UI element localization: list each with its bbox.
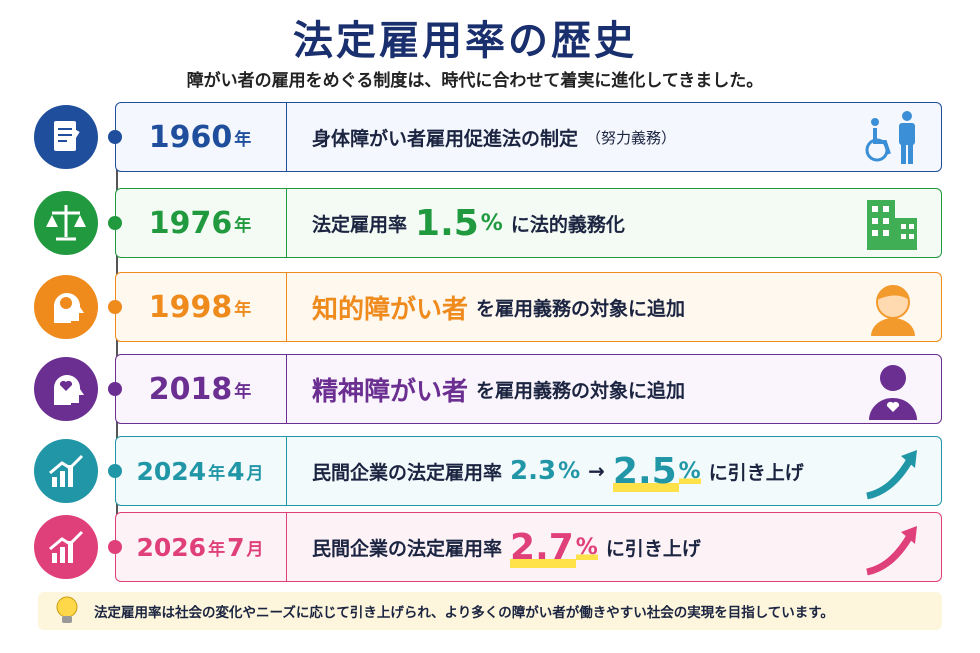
timeline-row: 1976 年 法定雇用率 1.5% に法的義務化 xyxy=(34,188,942,258)
timeline-row: 2024 年 4 月 民間企業の法定雇用率 2.3% → 2.5% に引き上げ xyxy=(34,436,942,506)
bulb-icon xyxy=(56,596,78,623)
description: 民間企業の法定雇用率 2.3% → 2.5% に引き上げ xyxy=(312,437,812,505)
row-icon xyxy=(34,191,98,255)
year: 2026 年 7 月 xyxy=(116,513,287,581)
timeline-row: 2018 年精神障がい者 を雇用義務の対象に追加 xyxy=(34,354,942,424)
year-part: 月 xyxy=(246,463,264,484)
footer-note: 法定雇用率は社会の変化やニーズに応じて引き上げられ、より多くの障がい者が働きやす… xyxy=(38,592,942,630)
timeline-dot xyxy=(108,382,122,396)
row-icon xyxy=(34,105,98,169)
year-part: 年 xyxy=(234,381,252,402)
description-segment: 法定雇用率 xyxy=(312,213,408,236)
year-part: 年 xyxy=(208,463,226,484)
row-icon xyxy=(34,275,98,339)
description-segment: % xyxy=(558,458,581,484)
description-segment: 知的障がい者 xyxy=(312,294,469,325)
year: 1960 年 xyxy=(116,103,287,171)
description: 身体障がい者雇用促進法の制定 （努力義務） xyxy=(312,103,684,171)
year-part: 年 xyxy=(234,215,252,236)
description-segment: 民間企業の法定雇用率 xyxy=(312,537,503,560)
timeline-row: 2026 年 7 月 民間企業の法定雇用率 2.7% に引き上げ xyxy=(34,512,942,582)
year-part: 年 xyxy=(234,129,252,150)
year-part: 1976 xyxy=(148,205,233,241)
description-segment: % xyxy=(678,458,701,484)
footer-text: 法定雇用率は社会の変化やニーズに応じて引き上げられ、より多くの障がい者が働きやす… xyxy=(94,605,834,621)
description-segment: 2.3 xyxy=(510,456,557,486)
year-part: 7 xyxy=(227,532,245,562)
timeline-dot xyxy=(108,464,122,478)
row-illustration xyxy=(866,450,917,500)
description-segment: に引き上げ xyxy=(605,537,701,560)
year-part: 年 xyxy=(208,539,226,560)
year-part: 年 xyxy=(234,299,252,320)
row-illustration xyxy=(866,526,917,576)
description: 知的障がい者 を雇用義務の対象に追加 xyxy=(312,273,693,341)
description-segment: を雇用義務の対象に追加 xyxy=(476,297,686,320)
description-segment: % xyxy=(480,210,503,236)
row-illustration xyxy=(865,111,915,164)
description-segment: % xyxy=(575,534,598,560)
description-segment: 2.7 xyxy=(510,526,576,568)
year: 1998 年 xyxy=(116,273,287,341)
year: 2024 年 4 月 xyxy=(116,437,287,505)
year-part: 月 xyxy=(246,539,264,560)
timeline-dot xyxy=(108,216,122,230)
description-segment: 民間企業の法定雇用率 xyxy=(312,461,503,484)
timeline-dot xyxy=(108,540,122,554)
year: 2018 年 xyxy=(116,355,287,423)
year-part: 2018 xyxy=(148,371,233,407)
year-part: 1998 xyxy=(148,289,233,325)
timeline-dot xyxy=(108,130,122,144)
description: 民間企業の法定雇用率 2.7% に引き上げ xyxy=(312,513,709,581)
timeline-row: 1998 年知的障がい者 を雇用義務の対象に追加 xyxy=(34,272,942,342)
timeline xyxy=(116,130,118,570)
row-illustration xyxy=(871,285,915,336)
description: 精神障がい者 を雇用義務の対象に追加 xyxy=(312,355,693,423)
description-segment: （努力義務） xyxy=(586,128,677,147)
description-segment: → xyxy=(588,459,605,483)
description: 法定雇用率 1.5% に法的義務化 xyxy=(312,189,633,257)
description-segment: を雇用義務の対象に追加 xyxy=(476,379,686,402)
row-icon xyxy=(34,439,98,503)
description-segment: 身体障がい者雇用促進法の制定 xyxy=(312,127,579,150)
timeline-row: 1960 年 身体障がい者雇用促進法の制定 （努力義務） xyxy=(34,102,942,172)
row-icon xyxy=(34,515,98,579)
description-segment: に引き上げ xyxy=(708,461,804,484)
year-part: 2024 xyxy=(136,456,207,486)
description-segment: 1.5 xyxy=(415,202,479,244)
description-segment: 精神障がい者 xyxy=(312,376,469,407)
description-segment: に法的義務化 xyxy=(510,213,625,236)
subtitle: 障がい者の雇用をめぐる制度は、時代に合わせて着実に進化してきました。 xyxy=(186,71,764,91)
timeline-dot xyxy=(108,300,122,314)
year: 1976 年 xyxy=(116,189,287,257)
row-illustration xyxy=(869,365,917,420)
title: 法定雇用率の歴史 xyxy=(293,18,637,64)
year-part: 1960 xyxy=(148,119,233,155)
row-illustration xyxy=(867,200,917,250)
row-icon xyxy=(34,357,98,421)
year-part: 4 xyxy=(227,456,245,486)
year-part: 2026 xyxy=(136,532,207,562)
description-segment: 2.5 xyxy=(612,450,679,492)
